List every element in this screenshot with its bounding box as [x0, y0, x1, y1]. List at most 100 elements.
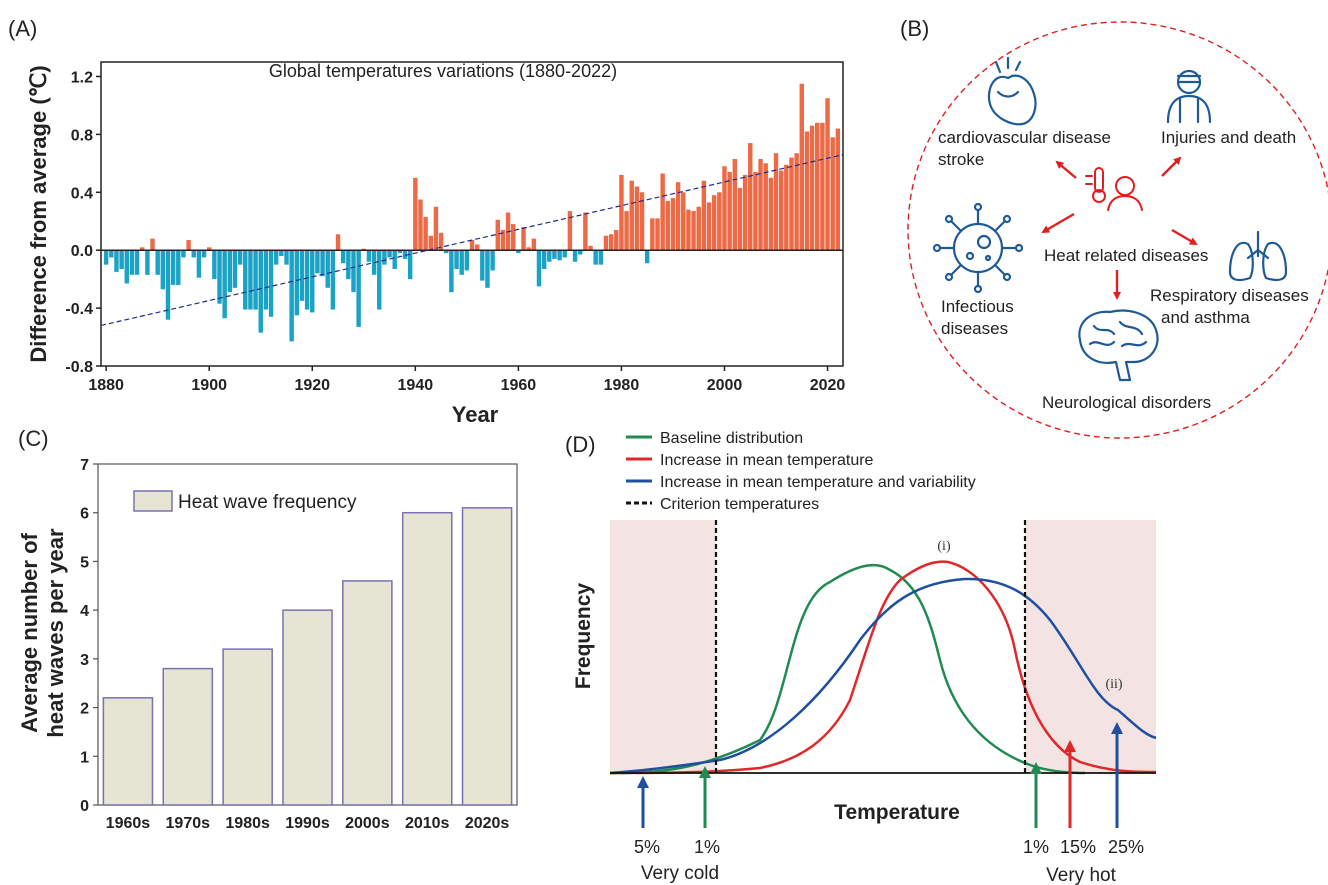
panel-c-x-tick-label: 2000s: [345, 815, 390, 832]
panel-a-bar: [696, 206, 701, 251]
panel-a-bar: [655, 218, 660, 251]
panel-a-bar: [320, 250, 325, 277]
panel-a-bar: [181, 250, 186, 258]
panel-a-bar: [294, 250, 300, 316]
panel-a-bar: [634, 186, 640, 251]
panel-a-y-tick-label: -0.8: [65, 359, 93, 376]
panel-a-bar: [366, 250, 372, 262]
pct-25: 25%: [1108, 837, 1144, 857]
panel-a-bar: [402, 250, 408, 259]
panel-a-bar: [557, 250, 562, 261]
panel-a-bar: [289, 250, 294, 342]
cardio-label-2: stroke: [938, 150, 984, 169]
panel-a-bar: [330, 250, 336, 310]
panel-a-bar: [165, 250, 171, 320]
panel-a-bar: [253, 250, 258, 310]
panel-a-bar: [778, 170, 784, 251]
panel-a-bar: [650, 218, 655, 251]
panel-a-bar: [577, 250, 583, 255]
panel-d: (D) Baseline distribution Increase in me…: [565, 430, 1157, 885]
panel-a-x-tick-label: 2020: [810, 377, 846, 394]
mean-shift-curve: [609, 560, 1157, 775]
panel-a-bar: [310, 250, 315, 313]
panel-a-title: Global temperatures variations (1880-202…: [269, 61, 617, 81]
panel-a-bar: [552, 250, 557, 259]
panel-a-bar: [145, 250, 150, 275]
panel-a-y-ticks: -0.8 -0.4 0.0 0.4 0.8 1.2: [65, 69, 101, 376]
hot-tail-shade: [1025, 520, 1156, 773]
panel-a-bar: [212, 250, 217, 280]
panel-b-arrows: [1041, 156, 1198, 300]
panel-a-bar: [706, 202, 712, 251]
panel-a-bar: [351, 250, 356, 293]
panel-c-legend-swatch: [133, 490, 173, 512]
panel-a-bar: [815, 122, 820, 251]
panel-c-ylabel-2: heat waves per year: [43, 528, 68, 738]
panel-a-bar: [825, 98, 830, 251]
panel-a-bar: [263, 250, 269, 310]
panel-a-bar: [768, 177, 774, 251]
panel-a-bar: [737, 187, 743, 251]
panel-c: (C) 0 1 2 3 4 5 6 7 1960s 1970s 1980s 1990s 2000s 20…: [17, 426, 518, 832]
panel-a-bar: [397, 250, 403, 254]
panel-c-y-tick-label: 5: [80, 554, 89, 571]
panel-c-x-tick-label: 2010s: [405, 815, 450, 832]
panel-a-bar: [469, 240, 475, 251]
panel-a-bar: [799, 83, 804, 251]
panel-a-bar: [454, 250, 459, 270]
panel-a-trend-line: [100, 154, 844, 327]
panel-a-bar: [299, 250, 305, 301]
panel-a-x-tick-label: 1960: [501, 377, 537, 394]
panel-a-bar: [536, 250, 542, 287]
brain-icon: [1078, 309, 1159, 382]
panel-a-bar: [438, 232, 444, 251]
panel-a-bar: [176, 250, 181, 285]
panel-a-bar: [804, 131, 810, 251]
panel-a-bar: [237, 250, 243, 265]
panel-c-y-tick-label: 3: [80, 652, 89, 669]
legend-mean-label: Increase in mean temperature: [660, 452, 874, 469]
panel-d-xlabel: Temperature: [834, 801, 960, 824]
panel-c-bar: [282, 609, 333, 806]
panel-a-bar: [485, 250, 490, 288]
infectious-label-1: Infectious: [941, 297, 1014, 316]
panel-a-bar: [660, 173, 665, 251]
panel-a-bar: [583, 212, 588, 251]
panel-a-bar: [758, 158, 763, 251]
panel-a-bar: [217, 250, 222, 304]
panel-a-x-tick-label: 1880: [88, 377, 124, 394]
panel-a-bar: [830, 137, 835, 251]
panel-a-bar: [459, 250, 464, 275]
panel-a-bar: [629, 180, 634, 251]
panel-a-label: (A): [8, 16, 37, 41]
panel-a-bar: [753, 172, 758, 251]
panel-d-ylabel: Frequency: [572, 583, 595, 690]
panel-a-bar: [413, 177, 418, 251]
panel-a-y-tick-label: -0.4: [65, 301, 93, 318]
panel-a-bar: [227, 250, 233, 293]
panel-a-bar: [335, 234, 341, 251]
panel-a-bar: [423, 216, 428, 251]
panel-a-bar: [572, 250, 578, 262]
panel-a-bar: [624, 211, 629, 251]
panel-a-bar: [191, 250, 196, 258]
respiratory-label-2: and asthma: [1161, 308, 1250, 327]
panel-a-x-tick-label: 1940: [398, 377, 434, 394]
panel-a-bar: [691, 211, 696, 251]
panel-b-label: (B): [900, 16, 929, 41]
panel-c-x-tick-label: 1990s: [285, 815, 330, 832]
panel-a-bar: [835, 128, 841, 251]
panel-a-bar: [763, 163, 768, 251]
panel-a-bar: [675, 182, 681, 251]
panel-a-bar: [820, 122, 825, 251]
panel-a-x-tick-label: 1980: [604, 377, 640, 394]
panel-a-bar: [392, 250, 397, 270]
panel-a-bar: [346, 250, 351, 280]
panel-a-bar: [114, 250, 119, 272]
panel-a-bar: [608, 234, 614, 251]
panel-c-x-tick-label: 1960s: [106, 815, 151, 832]
panel-a-bar: [711, 195, 717, 251]
panel-a-bar: [206, 247, 212, 251]
panel-a-bar: [449, 250, 454, 293]
